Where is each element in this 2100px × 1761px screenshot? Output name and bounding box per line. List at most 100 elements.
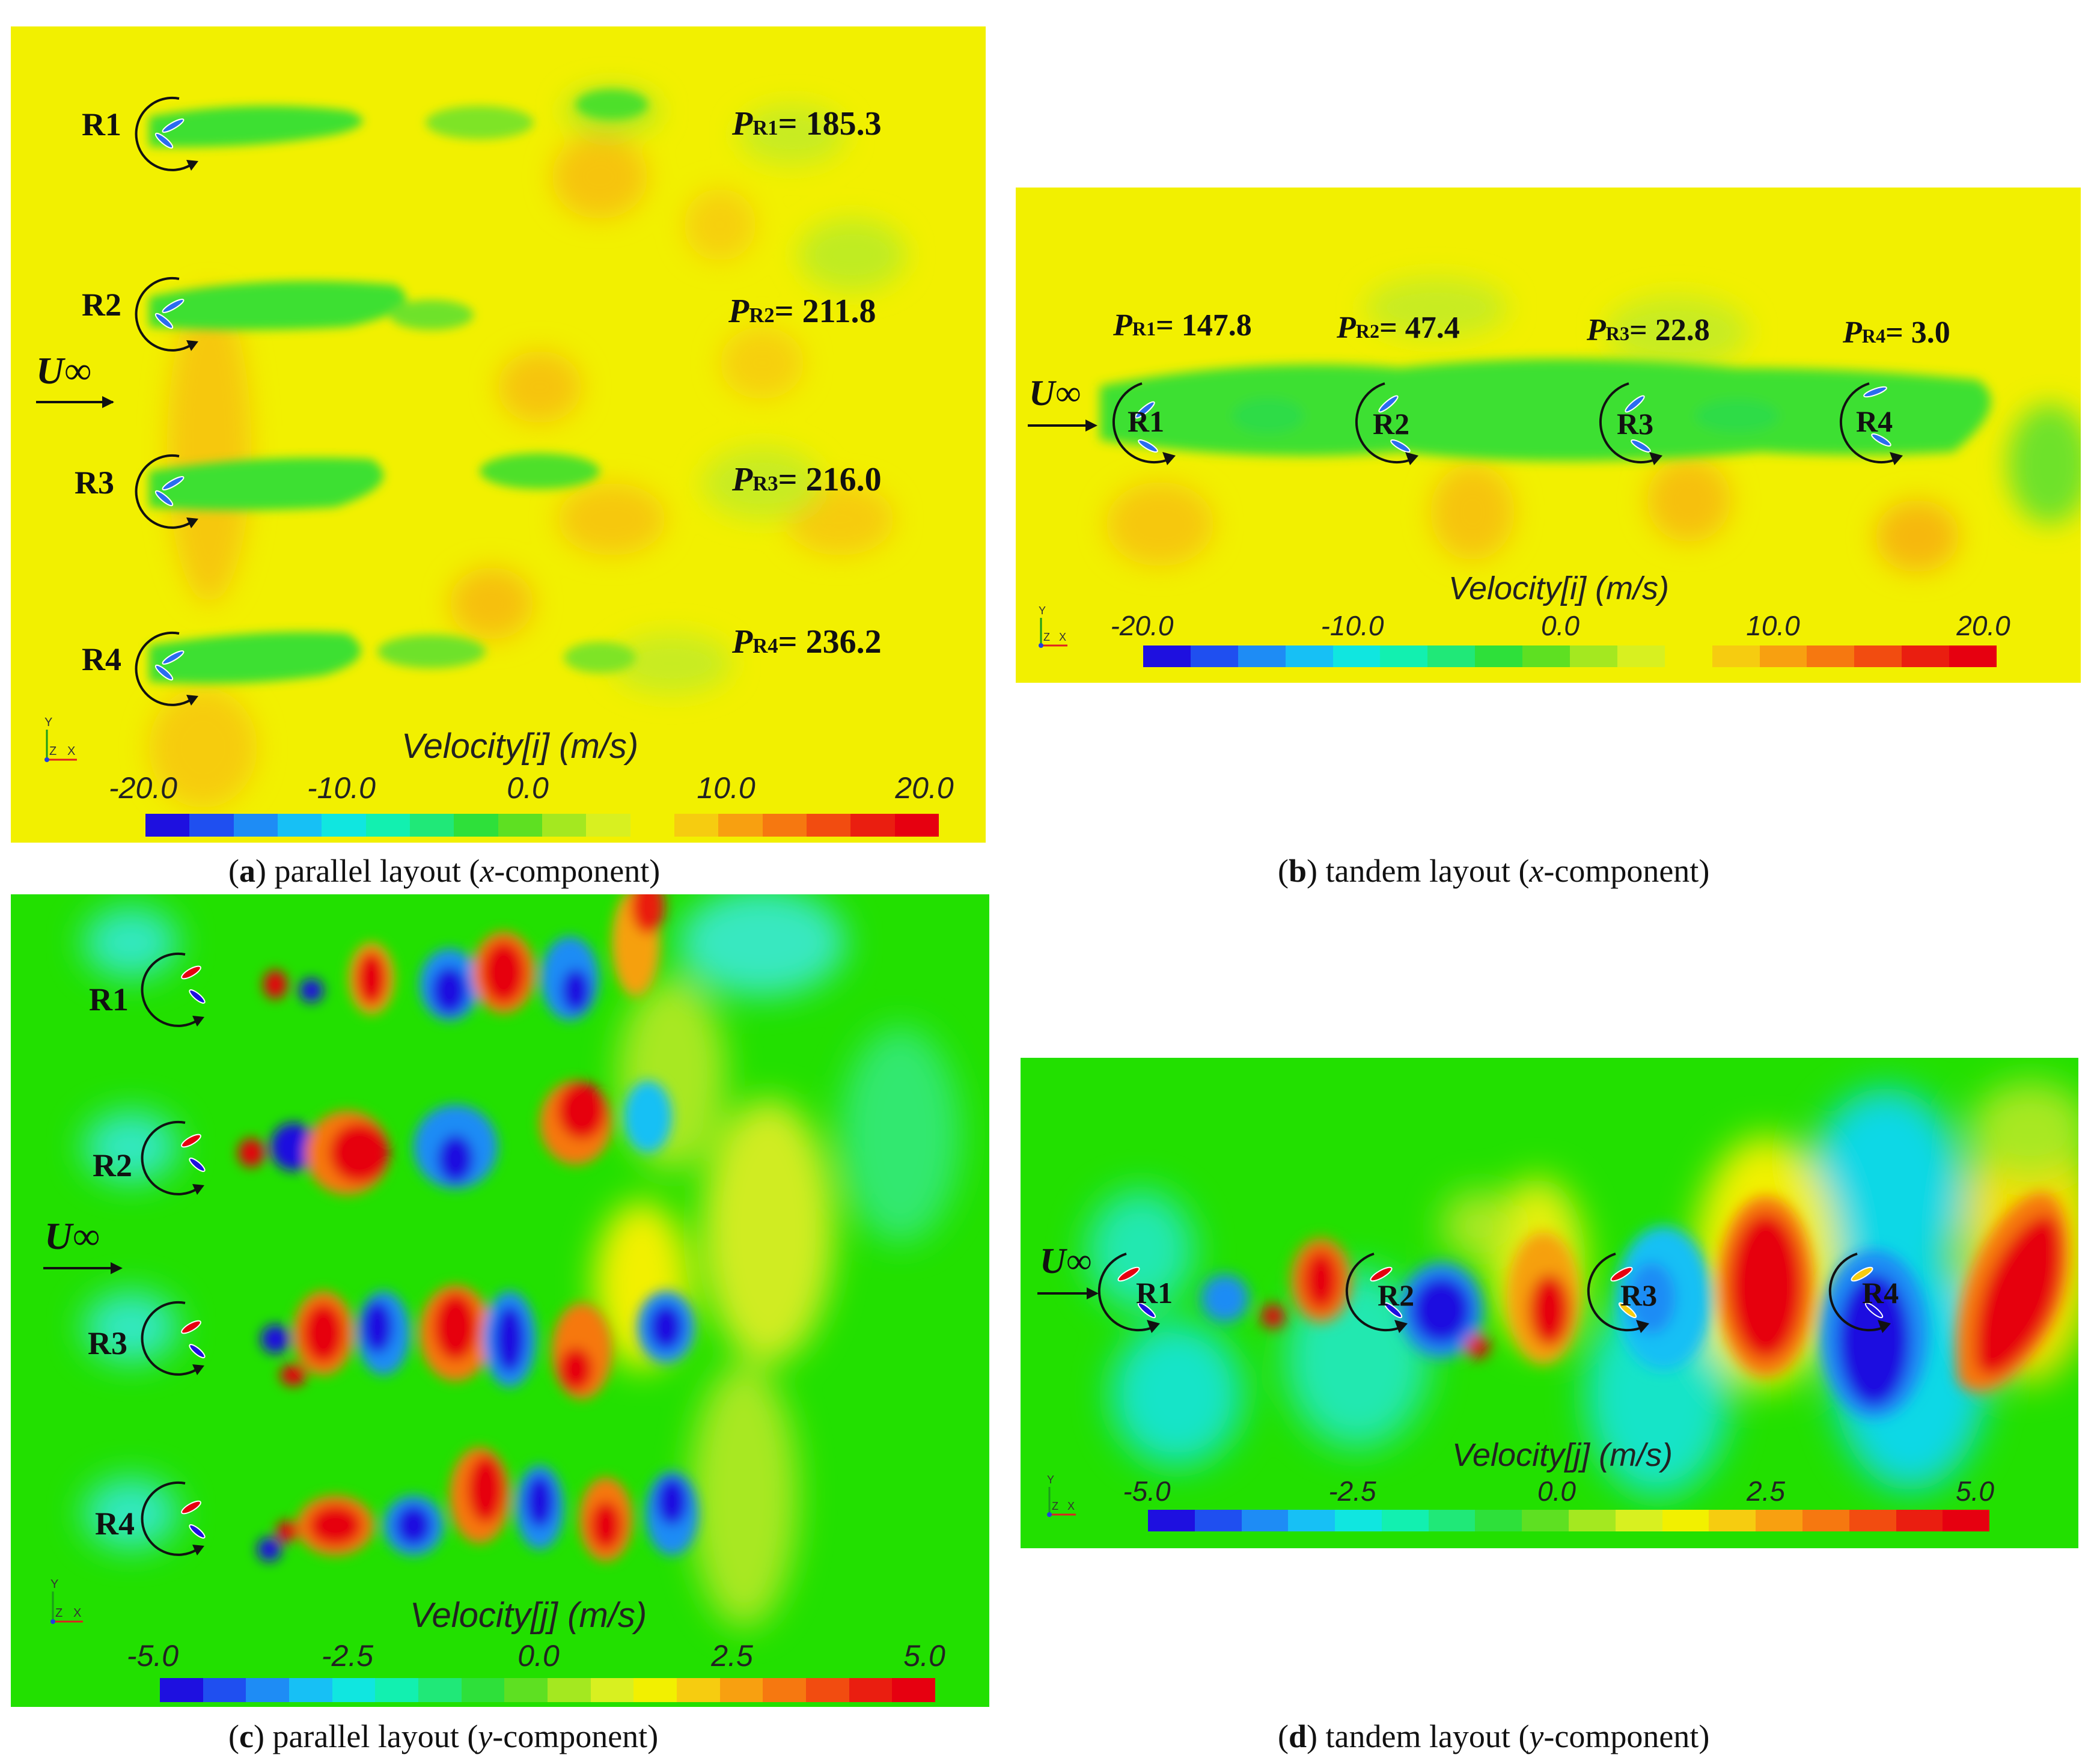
colorbar-swatch [1756,1510,1802,1531]
axis-z-label: Z [49,745,56,758]
caption-component: y [478,1718,493,1754]
rotor-label-r3: R3 [88,1325,127,1361]
rotor-label-r4: R4 [1862,1276,1899,1310]
power-value: = 22.8 [1629,313,1710,347]
colorbar-swatch [1854,645,1902,667]
colorbar-swatch [332,1678,376,1702]
colorbar-swatch [461,1678,505,1702]
colorbar-swatch [145,814,190,837]
colorbar-swatch [674,814,719,837]
colorbar-swatch [504,1678,548,1702]
colorbar-swatch [409,814,454,837]
colorbar-swatch [322,814,366,837]
colorbar [145,814,939,837]
axis-y-label: Y [44,716,52,729]
velocity-field-contour [11,26,986,843]
power-value: = 211.8 [774,293,876,330]
power-value: = 216.0 [778,461,882,498]
colorbar-swatch [590,1678,634,1702]
colorbar-swatch [1896,1510,1943,1531]
colorbar-swatch [1143,645,1191,667]
axis-y-label: Y [1047,1474,1054,1486]
colorbar-swatch [1662,1510,1709,1531]
axis-z-label: Z [1043,631,1050,643]
colorbar-tick: -20.0 [1110,610,1174,641]
colorbar-tick: 0.0 [517,1639,560,1673]
power-subscript: R1 [1132,318,1156,340]
freestream-label: U∞ [44,1215,100,1257]
rotor-label-r1: R1 [89,981,129,1018]
colorbar-swatch [1570,645,1617,667]
caption-text: parallel layout [274,853,461,889]
power-symbol: P [1587,313,1606,347]
colorbar-swatch [498,814,542,837]
colorbar-swatch [1475,1510,1522,1531]
power-value: = 3.0 [1885,316,1950,350]
power-subscript: R3 [752,472,778,495]
colorbar-swatch [246,1678,290,1702]
rotor-label-r3: R3 [1620,1278,1658,1312]
colorbar-swatch [806,814,851,837]
power-subscript: R3 [1605,323,1630,344]
colorbar-tick: -10.0 [307,771,376,805]
axis-z-label: Z [55,1607,63,1620]
power-symbol: P [732,105,753,142]
rotation-arrows [1097,1253,1882,1332]
colorbar-swatch [1475,645,1523,667]
axis-y-label: Y [1039,605,1046,617]
panel-a-parallel-x-velocity: R1 R2 R3 R4 U∞ PR1= 185.3 PR2= 211.8 PR3… [11,26,986,843]
colorbar-swatch [1428,1510,1476,1531]
caption-tag: a [239,853,255,889]
colorbar-tick: 10.0 [1746,610,1800,641]
caption-c: (c) parallel layout (y-component) [228,1718,659,1754]
caption-tag: b [1288,853,1307,889]
colorbar-tick: -2.5 [1328,1476,1376,1507]
panel-b-tandem-x-velocity: R1 R2 R3 R4 U∞ PR1= 147.8 PR2= 47.4 PR3=… [1016,188,2081,683]
colorbar-tick: 20.0 [895,771,954,805]
colorbar-title: Velocity[j] (m/s) [1452,1437,1673,1473]
colorbar-tick: -10.0 [1320,610,1384,641]
caption-text: parallel layout [272,1718,459,1754]
colorbar-swatch [850,814,895,837]
colorbar-swatch [548,1678,591,1702]
colorbar-swatch [677,1678,720,1702]
caption-b: (b) tandem layout (x-component) [1278,853,1710,889]
power-value: = 185.3 [778,105,882,142]
panel-d-tandem-y-velocity: R1 R2 R3 R4 U∞ Y Z X Velocity[j] (m/s) -… [1021,1058,2078,1548]
colorbar-swatch [233,814,278,837]
axis-x-label: X [73,1607,81,1620]
colorbar-tick: -5.0 [1123,1476,1171,1507]
rotor-label-r1: R1 [82,106,121,142]
colorbar-swatch [189,814,234,837]
caption-component: x [480,853,495,889]
rotor-label-r2: R2 [1373,407,1410,441]
colorbar-swatch [849,1678,893,1702]
colorbar-tick: -5.0 [126,1639,179,1673]
caption-suffix: -component [1543,853,1699,889]
colorbar-swatch [633,1678,677,1702]
colorbar-swatch [1759,645,1807,667]
colorbar-swatch [1849,1510,1896,1531]
axis-x-label: X [1059,631,1066,643]
power-value: = 147.8 [1156,308,1252,343]
rotation-arrows [1113,382,1894,464]
axis-triad-icon: Y Z X [44,716,77,762]
power-value: = 47.4 [1379,311,1460,345]
colorbar-swatch [1712,645,1760,667]
power-r2: PR2= 211.8 [728,292,876,331]
caption-text: tandem layout [1325,853,1510,889]
caption-suffix: -component [492,1718,648,1754]
colorbar-swatch [1194,1510,1242,1531]
colorbar-swatch [892,1678,936,1702]
axis-triad-icon: Y Z X [50,1578,83,1624]
rotor-blades [1135,386,1891,453]
colorbar-tick: -20.0 [109,771,177,805]
power-r1: PR1= 147.8 [1113,308,1252,343]
rotor-label-r2: R2 [93,1147,132,1183]
velocity-field-contour [1016,188,2081,683]
colorbar [160,1678,936,1702]
caption-a: (a) parallel layout (x-component) [228,853,661,889]
colorbar-swatch [375,1678,419,1702]
rotor-label-r2: R2 [82,287,121,323]
colorbar-swatch [1332,645,1381,667]
